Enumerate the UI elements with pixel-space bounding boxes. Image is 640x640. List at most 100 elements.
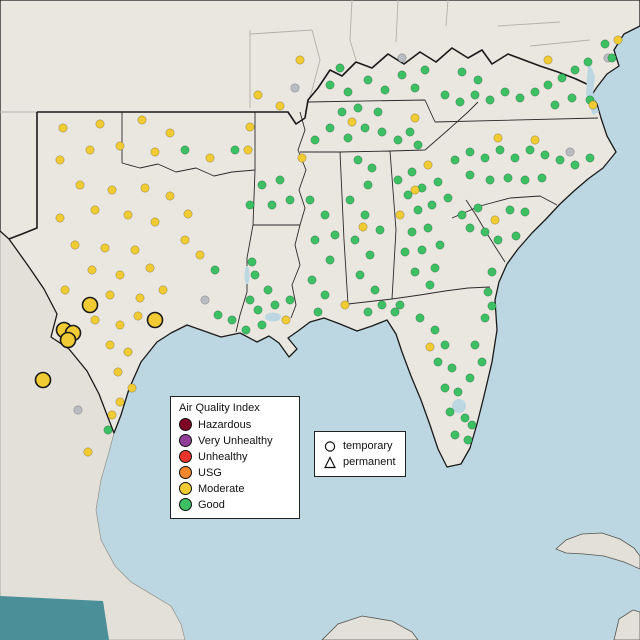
station-dot xyxy=(281,315,291,325)
unhealthy-swatch-icon xyxy=(179,450,192,464)
station-dot xyxy=(180,145,190,155)
station-dot xyxy=(285,195,295,205)
station-dot xyxy=(363,75,373,85)
station-dot xyxy=(570,65,580,75)
station-dot xyxy=(335,63,345,73)
station-dot xyxy=(200,295,210,305)
station-dot xyxy=(275,101,285,111)
station-dot xyxy=(511,231,521,241)
station-dot xyxy=(85,145,95,155)
station-dot xyxy=(165,128,175,138)
lake-pontchartrain xyxy=(265,312,281,322)
station-dot xyxy=(205,153,215,163)
station-dot xyxy=(360,123,370,133)
station-dot xyxy=(425,342,435,352)
station-dot xyxy=(375,225,385,235)
station-dot xyxy=(337,107,347,117)
station-dot xyxy=(423,223,433,233)
station-dot xyxy=(227,315,237,325)
aqi-legend-item-hazardous: Hazardous xyxy=(179,418,291,432)
station-dot xyxy=(485,95,495,105)
station-dot xyxy=(567,93,577,103)
station-dot xyxy=(515,93,525,103)
station-dot xyxy=(270,300,280,310)
station-dot xyxy=(450,430,460,440)
station-dot xyxy=(165,191,175,201)
station-dot xyxy=(543,55,553,65)
station-dot xyxy=(73,405,83,415)
station-dot xyxy=(473,203,483,213)
station-dot xyxy=(325,255,335,265)
station-dot xyxy=(325,123,335,133)
station-dot xyxy=(455,97,465,107)
station-dot xyxy=(413,205,423,215)
station-dot xyxy=(267,200,277,210)
lake-okeechobee xyxy=(452,399,466,413)
station-dot xyxy=(150,217,160,227)
station-dot xyxy=(105,340,115,350)
outside-state-borders xyxy=(0,0,591,113)
temporary-station-dot xyxy=(146,311,164,329)
station-dots-layer xyxy=(34,35,623,457)
aqi-legend: Air Quality Index Hazardous Very Unhealt… xyxy=(170,396,300,520)
station-dot xyxy=(485,175,495,185)
station-dot xyxy=(100,243,110,253)
station-dot xyxy=(465,147,475,157)
station-dot xyxy=(373,107,383,117)
station-dot xyxy=(530,87,540,97)
very-unhealthy-label: Very Unhealthy xyxy=(198,434,273,447)
station-dot xyxy=(380,85,390,95)
cuba-landmass xyxy=(555,532,640,570)
station-dot xyxy=(105,290,115,300)
station-dot xyxy=(430,263,440,273)
station-dot xyxy=(113,367,123,377)
station-dot xyxy=(483,287,493,297)
station-dot xyxy=(600,39,610,49)
station-dot xyxy=(377,300,387,310)
station-dot xyxy=(607,53,617,63)
station-dot xyxy=(480,313,490,323)
station-dot xyxy=(183,209,193,219)
us-landmass xyxy=(0,0,640,468)
station-dot xyxy=(83,447,93,457)
station-dot xyxy=(140,183,150,193)
usg-label: USG xyxy=(198,466,222,479)
station-dot xyxy=(450,155,460,165)
station-dot xyxy=(115,141,125,151)
station-dot xyxy=(355,270,365,280)
hazardous-swatch-icon xyxy=(179,418,192,432)
station-dot xyxy=(427,200,437,210)
moderate-label: Moderate xyxy=(198,482,245,495)
station-dot xyxy=(263,285,273,295)
station-dot xyxy=(353,155,363,165)
station-dot xyxy=(320,210,330,220)
station-dot xyxy=(543,80,553,90)
aqi-legend-item-good: Good xyxy=(179,498,291,512)
station-dot xyxy=(305,195,315,205)
station-legend-item-temporary: temporary xyxy=(323,440,396,453)
station-dot xyxy=(487,267,497,277)
region-outline xyxy=(8,47,592,240)
good-label: Good xyxy=(198,498,225,511)
station-dot xyxy=(347,117,357,127)
station-dot xyxy=(457,210,467,220)
station-dot xyxy=(325,80,335,90)
station-dot xyxy=(137,115,147,125)
station-dot xyxy=(397,53,407,63)
station-dot xyxy=(285,295,295,305)
permanent-label: permanent xyxy=(343,456,396,469)
station-dot xyxy=(250,270,260,280)
aqi-legend-item-unhealthy: Unhealthy xyxy=(179,450,291,464)
station-dot xyxy=(70,240,80,250)
station-dot xyxy=(413,140,423,150)
station-dot xyxy=(525,145,535,155)
station-dot xyxy=(613,35,623,45)
station-dot xyxy=(433,177,443,187)
station-dot xyxy=(470,90,480,100)
station-dot xyxy=(457,67,467,77)
aqi-legend-title: Air Quality Index xyxy=(179,402,260,414)
station-dot xyxy=(340,300,350,310)
station-dot xyxy=(310,135,320,145)
station-dot xyxy=(453,387,463,397)
